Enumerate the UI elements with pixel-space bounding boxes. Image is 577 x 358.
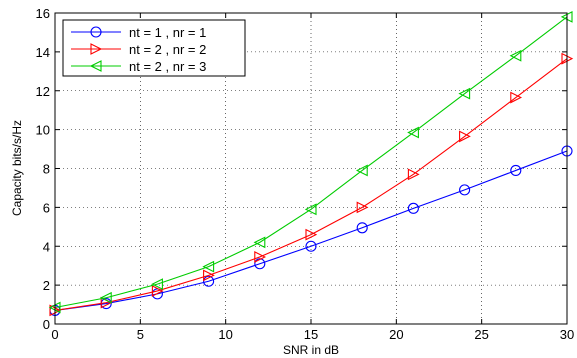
data-point [356,201,369,214]
x-tick-label: 15 [304,327,318,342]
data-point [254,251,267,263]
data-point [510,164,522,176]
legend-swatch-marker [90,26,102,38]
x-tick-label: 25 [474,327,488,342]
legend-entry: nt = 1 , nr = 1 [71,25,206,40]
legend-label: nt = 1 , nr = 1 [129,25,206,40]
y-tick-label: 12 [36,84,50,99]
data-point [407,202,419,214]
series-line [54,16,568,309]
series-line [54,58,568,311]
series-line [54,150,568,311]
x-tick-label: 20 [389,327,403,342]
legend-entry: nt = 2 , nr = 3 [71,59,206,74]
y-tick-label: 10 [36,123,50,138]
data-point [459,184,471,196]
x-tick-label: 10 [218,327,232,342]
x-tick-label: 5 [137,327,144,342]
data-point [510,91,523,104]
y-tick-label: 4 [43,239,50,254]
y-tick-label: 16 [36,6,50,21]
x-axis-title: SNR in dB [283,343,339,357]
legend-label: nt = 2 , nr = 2 [129,42,206,57]
legend-label: nt = 2 , nr = 3 [129,59,206,74]
legend-entry: nt = 2 , nr = 2 [71,42,206,57]
data-point [305,240,317,252]
data-point [151,285,164,297]
y-tick-label: 8 [43,162,50,177]
y-tick-label: 0 [43,317,50,332]
data-point [305,228,318,241]
legend-swatch-marker [90,43,103,55]
data-point [356,222,368,234]
y-axis-title: Capacity bits/s/Hz [10,120,24,216]
x-tick-label: 30 [560,327,574,342]
legend: nt = 1 , nr = 1 nt = 2 , nr = 2 nt = 2 , n… [62,19,246,77]
data-point [254,258,266,270]
data-point [151,278,163,291]
data-point [202,260,215,273]
data-point [458,87,471,100]
data-point [355,164,368,177]
y-tick-label: 2 [43,278,50,293]
legend-swatch-marker [89,60,102,72]
y-tick-label: 14 [36,45,50,60]
axis-ticks: 0 5 10 15 20 25 30 0 2 4 6 8 10 12 14 16 [36,6,575,342]
data-point [304,203,317,216]
data-point [407,126,419,139]
y-tick-label: 6 [43,200,50,215]
data-point [253,236,266,249]
x-tick-label: 0 [51,327,58,342]
data-point [203,275,215,287]
series-1 [49,145,573,316]
data-point [203,269,215,282]
data-point [459,130,471,143]
data-point [407,168,420,181]
data-point [99,291,112,304]
data-point [509,49,522,62]
